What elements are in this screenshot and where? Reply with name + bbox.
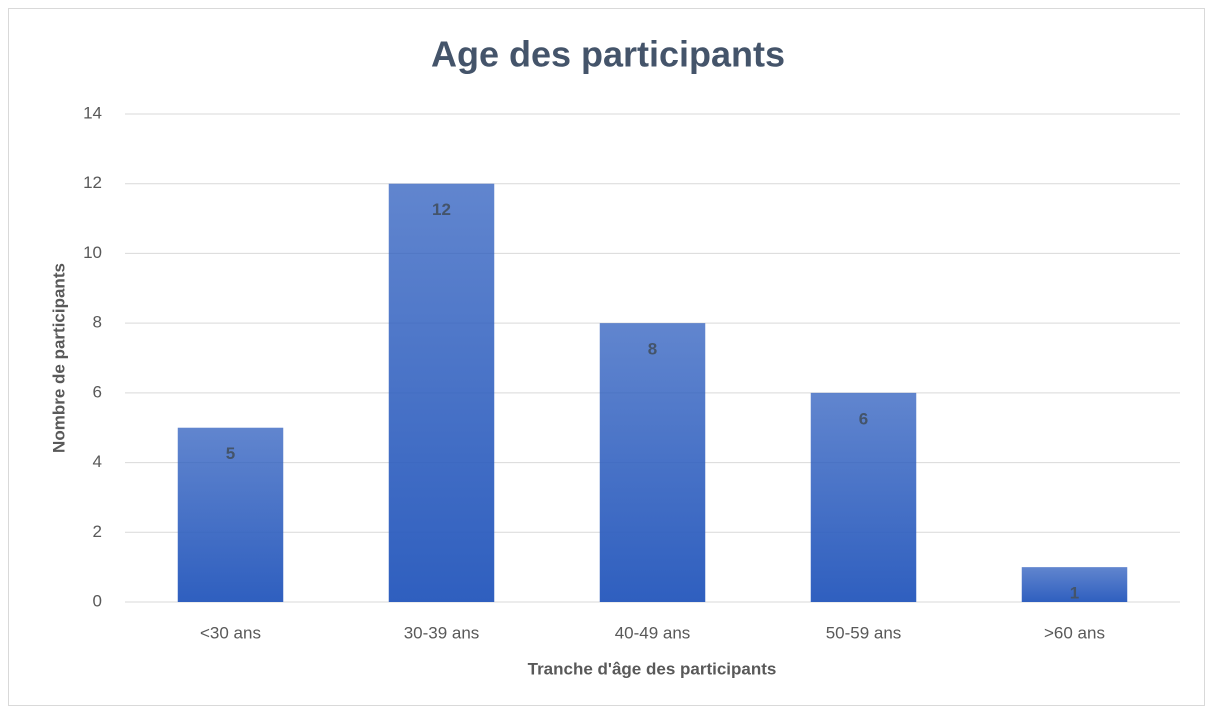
data-label: 6 bbox=[859, 409, 868, 428]
x-axis-title: Tranche d'âge des participants bbox=[528, 659, 777, 678]
x-tick-label: <30 ans bbox=[200, 623, 261, 642]
bar bbox=[1021, 567, 1128, 602]
data-label: 1 bbox=[1070, 584, 1079, 603]
data-label: 8 bbox=[648, 340, 657, 359]
y-axis-title: Nombre de participants bbox=[49, 263, 68, 453]
y-tick-label: 2 bbox=[93, 522, 102, 541]
y-tick-label: 14 bbox=[83, 103, 102, 122]
bar bbox=[177, 427, 284, 602]
bar bbox=[599, 323, 706, 602]
y-tick-label: 6 bbox=[93, 382, 102, 401]
bar bbox=[810, 392, 917, 602]
bar bbox=[388, 183, 495, 602]
x-tick-label: >60 ans bbox=[1044, 623, 1105, 642]
y-tick-label: 0 bbox=[93, 591, 102, 610]
data-label: 12 bbox=[432, 200, 451, 219]
chart-title: Age des participants bbox=[431, 34, 785, 75]
y-tick-label: 10 bbox=[83, 243, 102, 262]
x-tick-label: 30-39 ans bbox=[404, 623, 480, 642]
x-tick-label: 40-49 ans bbox=[615, 623, 691, 642]
x-tick-label: 50-59 ans bbox=[826, 623, 902, 642]
data-label: 5 bbox=[226, 444, 235, 463]
y-tick-label: 8 bbox=[93, 313, 102, 332]
y-tick-label: 4 bbox=[93, 452, 102, 471]
y-tick-label: 12 bbox=[83, 173, 102, 192]
